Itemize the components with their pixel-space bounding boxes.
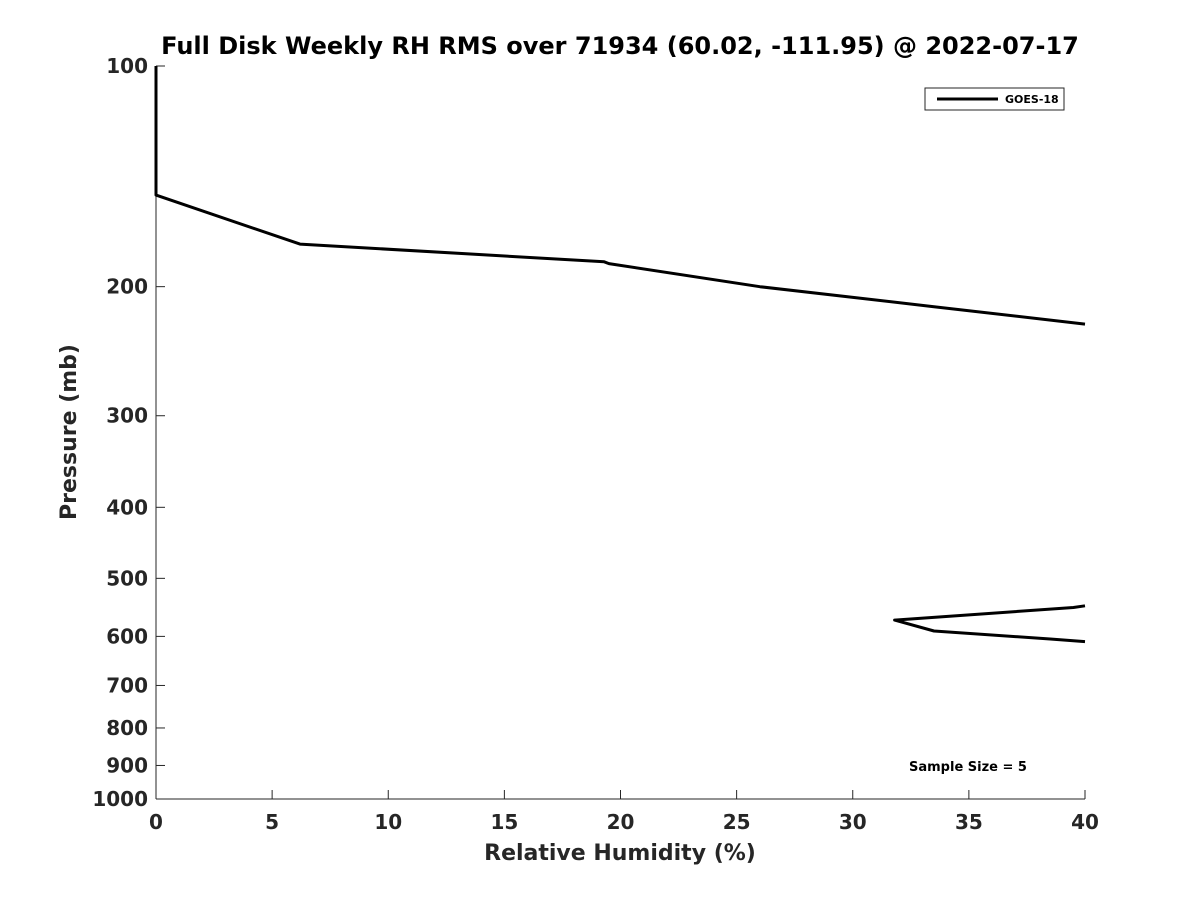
y-tick-label: 700 xyxy=(106,673,148,697)
y-tick-label: 400 xyxy=(106,495,148,519)
y-tick-label: 200 xyxy=(106,275,148,299)
y-tick-label: 100 xyxy=(106,54,148,78)
x-tick-label: 25 xyxy=(723,810,751,834)
legend-label-goes-18: GOES-18 xyxy=(1005,93,1059,106)
y-tick-label: 500 xyxy=(106,566,148,590)
legend: GOES-18 xyxy=(924,87,1065,111)
y-tick-label: 1000 xyxy=(92,787,148,811)
x-axis-label: Relative Humidity (%) xyxy=(484,841,756,866)
y-tick-label: 800 xyxy=(106,716,148,740)
x-tick-label: 0 xyxy=(149,810,163,834)
series-line-goes-18-segment-2 xyxy=(893,604,1086,644)
series-group xyxy=(154,66,1086,644)
x-tick-label: 15 xyxy=(490,810,518,834)
x-tick-label: 20 xyxy=(607,810,635,834)
y-axis-ticks: 100 200 300 400 500 600 700 800 900 1000 xyxy=(92,54,165,811)
chart-title: Full Disk Weekly RH RMS over 71934 (60.0… xyxy=(161,32,1079,60)
series-line-goes-18-segment-1 xyxy=(154,66,1086,326)
y-axis-label: Pressure (mb) xyxy=(57,344,82,520)
x-tick-label: 10 xyxy=(374,810,402,834)
x-tick-label: 40 xyxy=(1071,810,1099,834)
plot-area: 0 5 10 15 20 25 30 35 40 100 200 300 400 500 600 700 80… xyxy=(92,54,1099,834)
sample-size-annotation: Sample Size = 5 xyxy=(909,760,1027,775)
y-tick-label: 300 xyxy=(106,404,148,428)
y-tick-label: 900 xyxy=(106,753,148,777)
x-axis-ticks: 0 5 10 15 20 25 30 35 40 xyxy=(149,790,1099,834)
x-tick-label: 5 xyxy=(265,810,279,834)
y-tick-label: 600 xyxy=(106,624,148,648)
x-tick-label: 30 xyxy=(839,810,867,834)
x-tick-label: 35 xyxy=(955,810,983,834)
